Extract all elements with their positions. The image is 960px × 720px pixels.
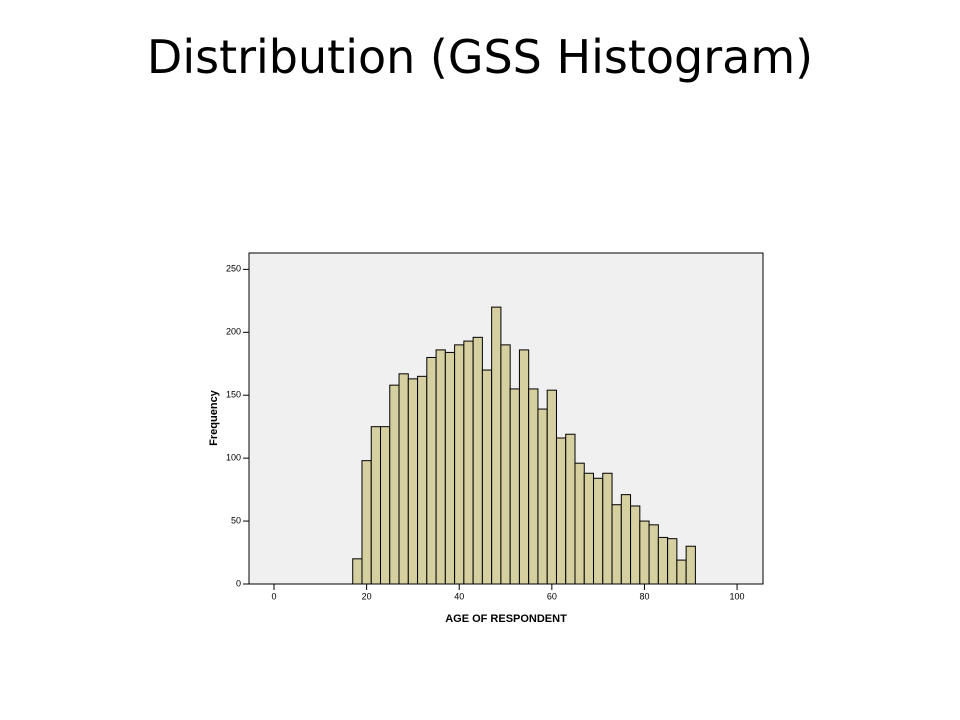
x-tick-label: 100 (730, 591, 745, 601)
x-axis-label: AGE OF RESPONDENT (445, 613, 567, 625)
bar (491, 306, 502, 585)
bar (593, 477, 604, 585)
bar (398, 373, 409, 585)
bar (370, 426, 382, 585)
bar (389, 384, 400, 585)
y-tick-label: 250 (226, 264, 241, 274)
bar (454, 344, 465, 585)
bar (546, 389, 557, 585)
y-tick-label: 0 (236, 578, 241, 588)
x-tick-label: 20 (362, 591, 372, 601)
bar (472, 336, 483, 585)
bar (518, 349, 530, 585)
bar (426, 356, 437, 585)
bar (555, 437, 567, 585)
bar (444, 351, 456, 585)
y-tick-label: 200 (226, 327, 241, 337)
x-tick-label: 0 (271, 591, 276, 601)
bar (602, 472, 613, 585)
bar (574, 462, 585, 585)
bar (537, 408, 548, 585)
x-tick-label: 80 (639, 591, 649, 601)
slide-title: Distribution (GSS Histogram) (146, 30, 814, 84)
y-tick-label: 150 (226, 390, 241, 400)
bar (685, 545, 696, 585)
bar (565, 433, 576, 585)
bar (528, 388, 539, 585)
bar (583, 472, 595, 585)
bar (361, 460, 372, 585)
bar (417, 375, 428, 585)
y-tick-label: 50 (231, 515, 241, 525)
bar (611, 504, 622, 585)
bar (648, 524, 659, 585)
bar (500, 344, 511, 585)
bar (481, 369, 493, 585)
bar (435, 349, 446, 585)
bar (407, 378, 419, 585)
bar (667, 538, 678, 585)
bar (639, 520, 650, 585)
bar (380, 426, 391, 585)
bar (657, 536, 669, 585)
bar (509, 388, 520, 585)
y-axis-label: Frequency (208, 389, 220, 446)
y-tick-label: 100 (226, 453, 241, 463)
bar (620, 494, 632, 585)
bar (463, 340, 474, 585)
bar (352, 558, 363, 585)
bar (630, 505, 641, 585)
x-tick-label: 40 (454, 591, 464, 601)
x-tick-label: 60 (547, 591, 557, 601)
bar (676, 559, 687, 585)
